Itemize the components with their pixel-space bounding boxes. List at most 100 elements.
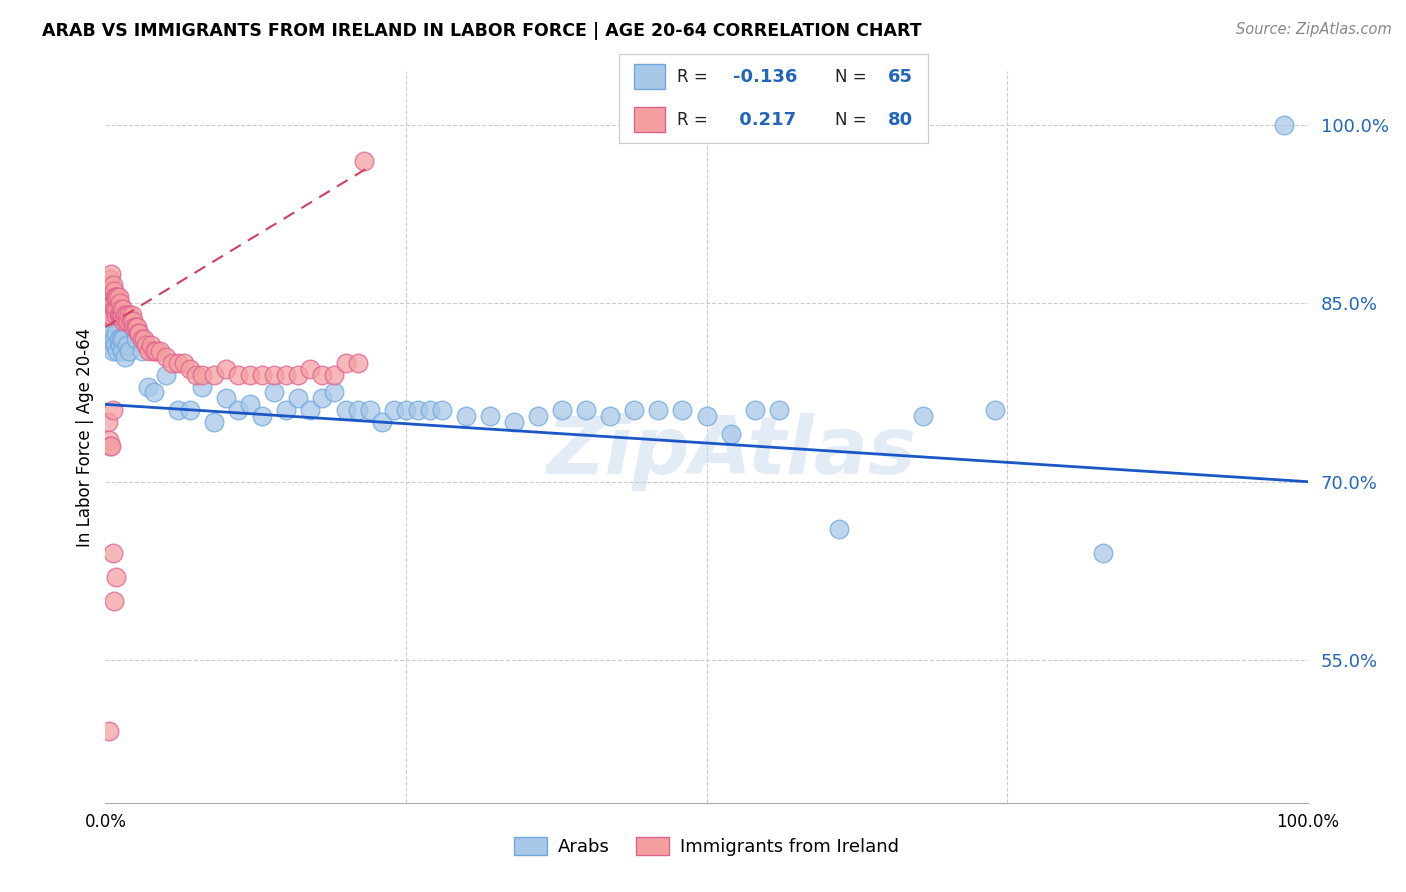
Point bbox=[226, 368, 249, 382]
Point bbox=[105, 290, 128, 304]
Point bbox=[103, 285, 125, 299]
Point bbox=[100, 439, 122, 453]
Point bbox=[190, 368, 212, 382]
Point bbox=[287, 392, 309, 406]
Point bbox=[298, 403, 321, 417]
Point bbox=[166, 403, 188, 417]
Point bbox=[107, 290, 129, 304]
Point bbox=[121, 308, 143, 322]
Point bbox=[322, 385, 344, 400]
Point bbox=[98, 433, 121, 447]
Text: N =: N = bbox=[835, 111, 872, 128]
Point bbox=[503, 415, 526, 429]
Point bbox=[100, 267, 122, 281]
Point bbox=[131, 343, 153, 358]
Point bbox=[575, 403, 598, 417]
Point bbox=[118, 308, 141, 322]
Point bbox=[335, 356, 357, 370]
Point bbox=[274, 368, 297, 382]
Bar bbox=[634, 107, 665, 132]
Y-axis label: In Labor Force | Age 20-64: In Labor Force | Age 20-64 bbox=[76, 327, 94, 547]
Point bbox=[202, 415, 225, 429]
Text: R =: R = bbox=[678, 111, 713, 128]
Point bbox=[1092, 546, 1115, 560]
Point bbox=[110, 332, 132, 346]
Point bbox=[671, 403, 693, 417]
Point bbox=[155, 350, 177, 364]
Text: ZipAtlas: ZipAtlas bbox=[546, 413, 915, 491]
Point bbox=[101, 278, 124, 293]
Point bbox=[98, 724, 121, 739]
Legend: Arabs, Immigrants from Ireland: Arabs, Immigrants from Ireland bbox=[508, 830, 905, 863]
Point bbox=[696, 409, 718, 424]
Point bbox=[111, 343, 134, 358]
Point bbox=[202, 368, 225, 382]
Point bbox=[145, 343, 167, 358]
Point bbox=[226, 403, 249, 417]
Point bbox=[124, 320, 146, 334]
Point bbox=[1272, 118, 1295, 132]
Point bbox=[107, 302, 129, 317]
Point bbox=[100, 290, 122, 304]
Point bbox=[98, 272, 121, 286]
Point bbox=[142, 343, 165, 358]
Point bbox=[114, 308, 136, 322]
Point bbox=[96, 290, 118, 304]
Point bbox=[128, 326, 150, 340]
Point bbox=[131, 332, 153, 346]
Point bbox=[136, 379, 159, 393]
Point bbox=[98, 278, 121, 293]
Point bbox=[117, 314, 139, 328]
Point bbox=[179, 403, 201, 417]
Point bbox=[98, 439, 121, 453]
Point bbox=[274, 403, 297, 417]
Point bbox=[98, 308, 121, 322]
Point bbox=[160, 356, 183, 370]
Point bbox=[371, 415, 394, 429]
Point bbox=[122, 314, 145, 328]
Point bbox=[112, 314, 135, 328]
Point bbox=[239, 368, 262, 382]
Point bbox=[132, 332, 155, 346]
Point bbox=[104, 290, 127, 304]
Point bbox=[101, 343, 124, 358]
Point bbox=[250, 368, 273, 382]
Point bbox=[311, 368, 333, 382]
Point bbox=[335, 403, 357, 417]
Point bbox=[139, 338, 162, 352]
Point bbox=[105, 308, 128, 322]
Point bbox=[110, 308, 132, 322]
Point bbox=[359, 403, 381, 417]
Point bbox=[720, 427, 742, 442]
Point bbox=[108, 338, 131, 352]
Point bbox=[263, 385, 285, 400]
Point bbox=[107, 332, 129, 346]
Point bbox=[96, 308, 118, 322]
Point bbox=[239, 397, 262, 411]
Point bbox=[250, 409, 273, 424]
Point bbox=[353, 153, 375, 168]
Text: N =: N = bbox=[835, 68, 872, 86]
Point bbox=[311, 392, 333, 406]
Point bbox=[479, 409, 502, 424]
Point bbox=[115, 314, 138, 328]
Point bbox=[382, 403, 405, 417]
Point bbox=[155, 368, 177, 382]
Point bbox=[166, 356, 188, 370]
Point bbox=[623, 403, 645, 417]
Point bbox=[527, 409, 550, 424]
Point bbox=[647, 403, 669, 417]
Point bbox=[107, 290, 129, 304]
Point bbox=[104, 338, 127, 352]
Point bbox=[298, 361, 321, 376]
Text: 0.217: 0.217 bbox=[733, 111, 796, 128]
Point bbox=[107, 308, 129, 322]
Point bbox=[125, 320, 148, 334]
Point bbox=[97, 415, 120, 429]
Text: ARAB VS IMMIGRANTS FROM IRELAND IN LABOR FORCE | AGE 20-64 CORRELATION CHART: ARAB VS IMMIGRANTS FROM IRELAND IN LABOR… bbox=[42, 22, 922, 40]
Point bbox=[138, 343, 160, 358]
Point bbox=[184, 368, 207, 382]
Point bbox=[103, 332, 125, 346]
Point bbox=[190, 379, 212, 393]
Point bbox=[105, 326, 128, 340]
